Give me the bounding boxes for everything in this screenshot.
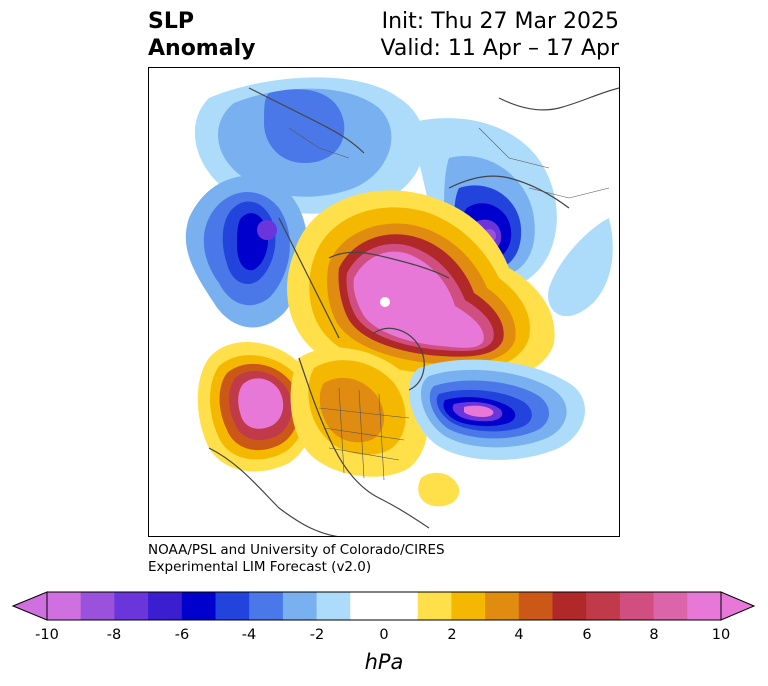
title-line-2: Anomaly xyxy=(148,36,256,61)
colorbar-segment xyxy=(215,592,250,620)
colorbar-right-arrow-outline xyxy=(720,591,756,621)
colorbar-tick-label: 8 xyxy=(649,627,659,643)
coastlines xyxy=(208,87,619,536)
positive-anomaly-arctic xyxy=(287,190,555,388)
colorbar-segment xyxy=(619,592,655,620)
colorbar-segment xyxy=(282,592,318,620)
forecast-dates: Init: Thu 27 Mar 2025 Valid: 11 Apr – 17… xyxy=(381,8,620,62)
colorbar-segment xyxy=(552,592,587,620)
map-title: SLP Anomaly xyxy=(148,8,255,62)
colorbar-segment xyxy=(249,592,284,620)
colorbar-tick-label: -10 xyxy=(35,627,59,643)
colorbar-tick-label: 6 xyxy=(582,627,592,643)
negative-anomaly-europe xyxy=(185,77,425,328)
colorbar-tick-label: 2 xyxy=(447,627,457,643)
colorbar-unit-label: hPa xyxy=(364,650,404,674)
valid-dates: Valid: 11 Apr – 17 Apr xyxy=(380,36,620,61)
colorbar-segment xyxy=(316,592,351,620)
anomaly-map xyxy=(148,67,620,537)
credit: NOAA/PSL and University of Colorado/CIRE… xyxy=(148,542,445,576)
colorbar-segment xyxy=(653,592,688,620)
colorbar-tick-label: 0 xyxy=(379,627,389,643)
colorbar-segment xyxy=(384,592,419,620)
colorbar-segment xyxy=(451,592,486,620)
colorbar-segment xyxy=(181,592,216,620)
positive-anomaly-pacific xyxy=(197,341,316,472)
colorbar-segment xyxy=(485,592,520,620)
colorbar-tick-label: -4 xyxy=(241,627,257,643)
colorbar-tick-label: 10 xyxy=(711,627,731,643)
init-date: Init: Thu 27 Mar 2025 xyxy=(381,9,619,34)
colorbar-segment xyxy=(586,592,621,620)
credit-line-2: Experimental LIM Forecast (v2.0) xyxy=(148,559,372,575)
title-line-1: SLP xyxy=(148,9,194,34)
colorbar xyxy=(11,591,756,621)
colorbar-tick-label: -6 xyxy=(174,627,190,643)
colorbar-min-extension xyxy=(13,592,47,620)
colorbar-segments xyxy=(47,592,722,620)
colorbar-segment xyxy=(518,592,553,620)
colorbar-tick-label: 4 xyxy=(514,627,524,643)
anomaly-map-canvas xyxy=(185,77,619,536)
colorbar-segment xyxy=(687,592,722,620)
colorbar-segment xyxy=(80,592,115,620)
negative-anomaly-atlantic xyxy=(408,359,586,460)
colorbar-tick-label: -8 xyxy=(106,627,122,643)
colorbar-segment xyxy=(417,592,452,620)
colorbar-segment xyxy=(148,592,183,620)
colorbar-left-arrow-outline xyxy=(11,591,48,621)
country-borders xyxy=(288,127,610,481)
colorbar-tick-label: -2 xyxy=(309,627,325,643)
credit-line-1: NOAA/PSL and University of Colorado/CIRE… xyxy=(148,542,445,558)
colorbar-segment xyxy=(114,592,149,620)
colorbar-segment xyxy=(350,592,385,620)
colorbar-segment xyxy=(47,592,82,620)
colorbar-max-extension xyxy=(721,592,754,620)
